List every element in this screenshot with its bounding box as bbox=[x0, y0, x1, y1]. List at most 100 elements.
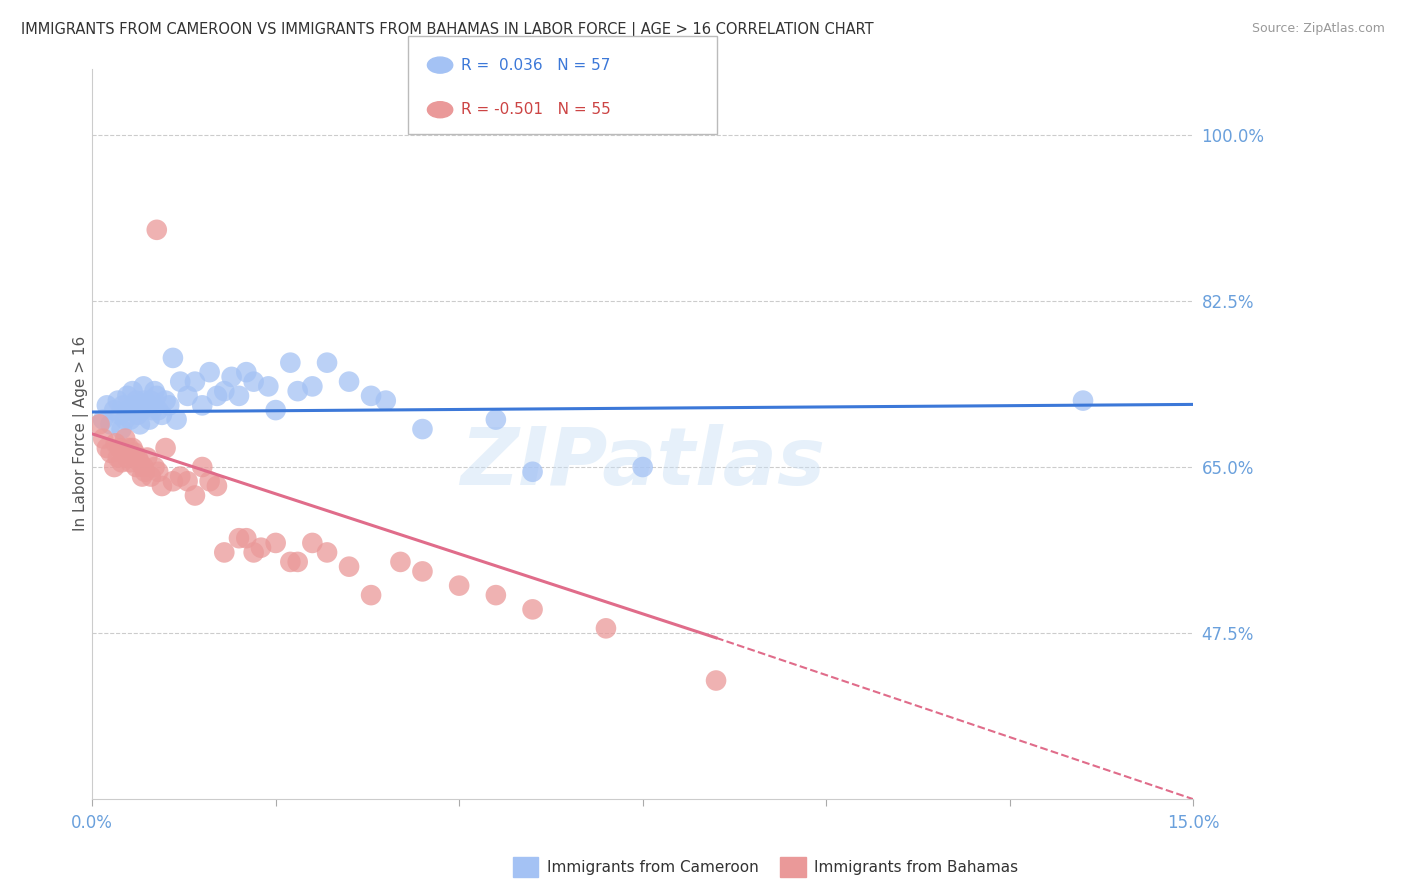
Point bbox=[162, 475, 184, 489]
Point bbox=[150, 479, 173, 493]
Point bbox=[205, 389, 228, 403]
Point bbox=[91, 432, 114, 446]
Point bbox=[121, 441, 143, 455]
Point bbox=[124, 446, 146, 460]
Point bbox=[110, 422, 132, 436]
Point bbox=[162, 351, 184, 365]
Point bbox=[107, 450, 129, 465]
Point bbox=[155, 441, 177, 455]
Point bbox=[118, 441, 141, 455]
Point bbox=[114, 432, 136, 446]
Point bbox=[125, 460, 148, 475]
Point bbox=[522, 602, 544, 616]
Point bbox=[235, 365, 257, 379]
Point bbox=[128, 455, 150, 469]
Point bbox=[169, 375, 191, 389]
Point bbox=[449, 579, 471, 593]
Point bbox=[198, 475, 221, 489]
Point bbox=[127, 408, 149, 422]
Point bbox=[411, 565, 433, 579]
Point bbox=[134, 465, 156, 479]
Point bbox=[316, 356, 339, 370]
Point bbox=[176, 475, 198, 489]
Point bbox=[127, 450, 149, 465]
Point bbox=[145, 223, 167, 237]
Point bbox=[136, 450, 159, 465]
Point bbox=[214, 384, 236, 398]
Point bbox=[214, 545, 236, 559]
Point bbox=[89, 417, 111, 432]
Point bbox=[132, 460, 155, 475]
Point bbox=[124, 398, 146, 412]
Point bbox=[118, 403, 141, 417]
Point bbox=[111, 446, 134, 460]
Point bbox=[169, 469, 191, 483]
Point bbox=[120, 412, 142, 426]
Point bbox=[485, 588, 508, 602]
Point bbox=[117, 389, 139, 403]
Point bbox=[103, 403, 125, 417]
Point bbox=[117, 450, 139, 465]
Point bbox=[301, 379, 323, 393]
Point bbox=[96, 441, 118, 455]
Point bbox=[145, 389, 167, 403]
Point bbox=[176, 389, 198, 403]
Point bbox=[121, 384, 143, 398]
Point bbox=[125, 393, 148, 408]
Point bbox=[228, 531, 250, 545]
Point bbox=[100, 417, 122, 432]
Point bbox=[198, 365, 221, 379]
Point bbox=[316, 545, 339, 559]
Point bbox=[301, 536, 323, 550]
Point bbox=[522, 465, 544, 479]
Text: Source: ZipAtlas.com: Source: ZipAtlas.com bbox=[1251, 22, 1385, 36]
Text: ZIPatlas: ZIPatlas bbox=[460, 424, 825, 502]
Point bbox=[704, 673, 727, 688]
Point bbox=[264, 403, 287, 417]
Point bbox=[136, 398, 159, 412]
Point bbox=[103, 460, 125, 475]
Point bbox=[264, 536, 287, 550]
Point bbox=[148, 403, 170, 417]
Point bbox=[411, 422, 433, 436]
Point bbox=[631, 460, 654, 475]
Point bbox=[389, 555, 412, 569]
Point bbox=[104, 436, 127, 450]
Point bbox=[110, 455, 132, 469]
Point bbox=[191, 398, 214, 412]
Text: Immigrants from Cameroon: Immigrants from Cameroon bbox=[547, 860, 759, 874]
Point bbox=[374, 393, 396, 408]
Point bbox=[132, 379, 155, 393]
Point bbox=[184, 488, 207, 502]
Point bbox=[337, 559, 360, 574]
Point bbox=[157, 398, 180, 412]
Point bbox=[131, 469, 153, 483]
Point bbox=[155, 393, 177, 408]
Point bbox=[131, 403, 153, 417]
Point bbox=[287, 555, 309, 569]
Point bbox=[100, 446, 122, 460]
Point bbox=[128, 417, 150, 432]
Point bbox=[360, 389, 382, 403]
Point bbox=[143, 460, 166, 475]
Point bbox=[595, 621, 617, 635]
Text: Immigrants from Bahamas: Immigrants from Bahamas bbox=[814, 860, 1018, 874]
Point bbox=[138, 412, 160, 426]
Point bbox=[1071, 393, 1094, 408]
Point bbox=[485, 412, 508, 426]
Point bbox=[287, 384, 309, 398]
Point bbox=[150, 408, 173, 422]
Point bbox=[143, 384, 166, 398]
Point bbox=[235, 531, 257, 545]
Text: R = -0.501   N = 55: R = -0.501 N = 55 bbox=[461, 103, 612, 117]
Point bbox=[139, 393, 162, 408]
Point bbox=[114, 412, 136, 426]
Point bbox=[141, 403, 163, 417]
Point bbox=[257, 379, 280, 393]
Point bbox=[205, 479, 228, 493]
Text: IMMIGRANTS FROM CAMEROON VS IMMIGRANTS FROM BAHAMAS IN LABOR FORCE | AGE > 16 CO: IMMIGRANTS FROM CAMEROON VS IMMIGRANTS F… bbox=[21, 22, 873, 38]
Point bbox=[242, 375, 264, 389]
Point bbox=[166, 412, 188, 426]
Point bbox=[108, 441, 131, 455]
Point bbox=[108, 408, 131, 422]
